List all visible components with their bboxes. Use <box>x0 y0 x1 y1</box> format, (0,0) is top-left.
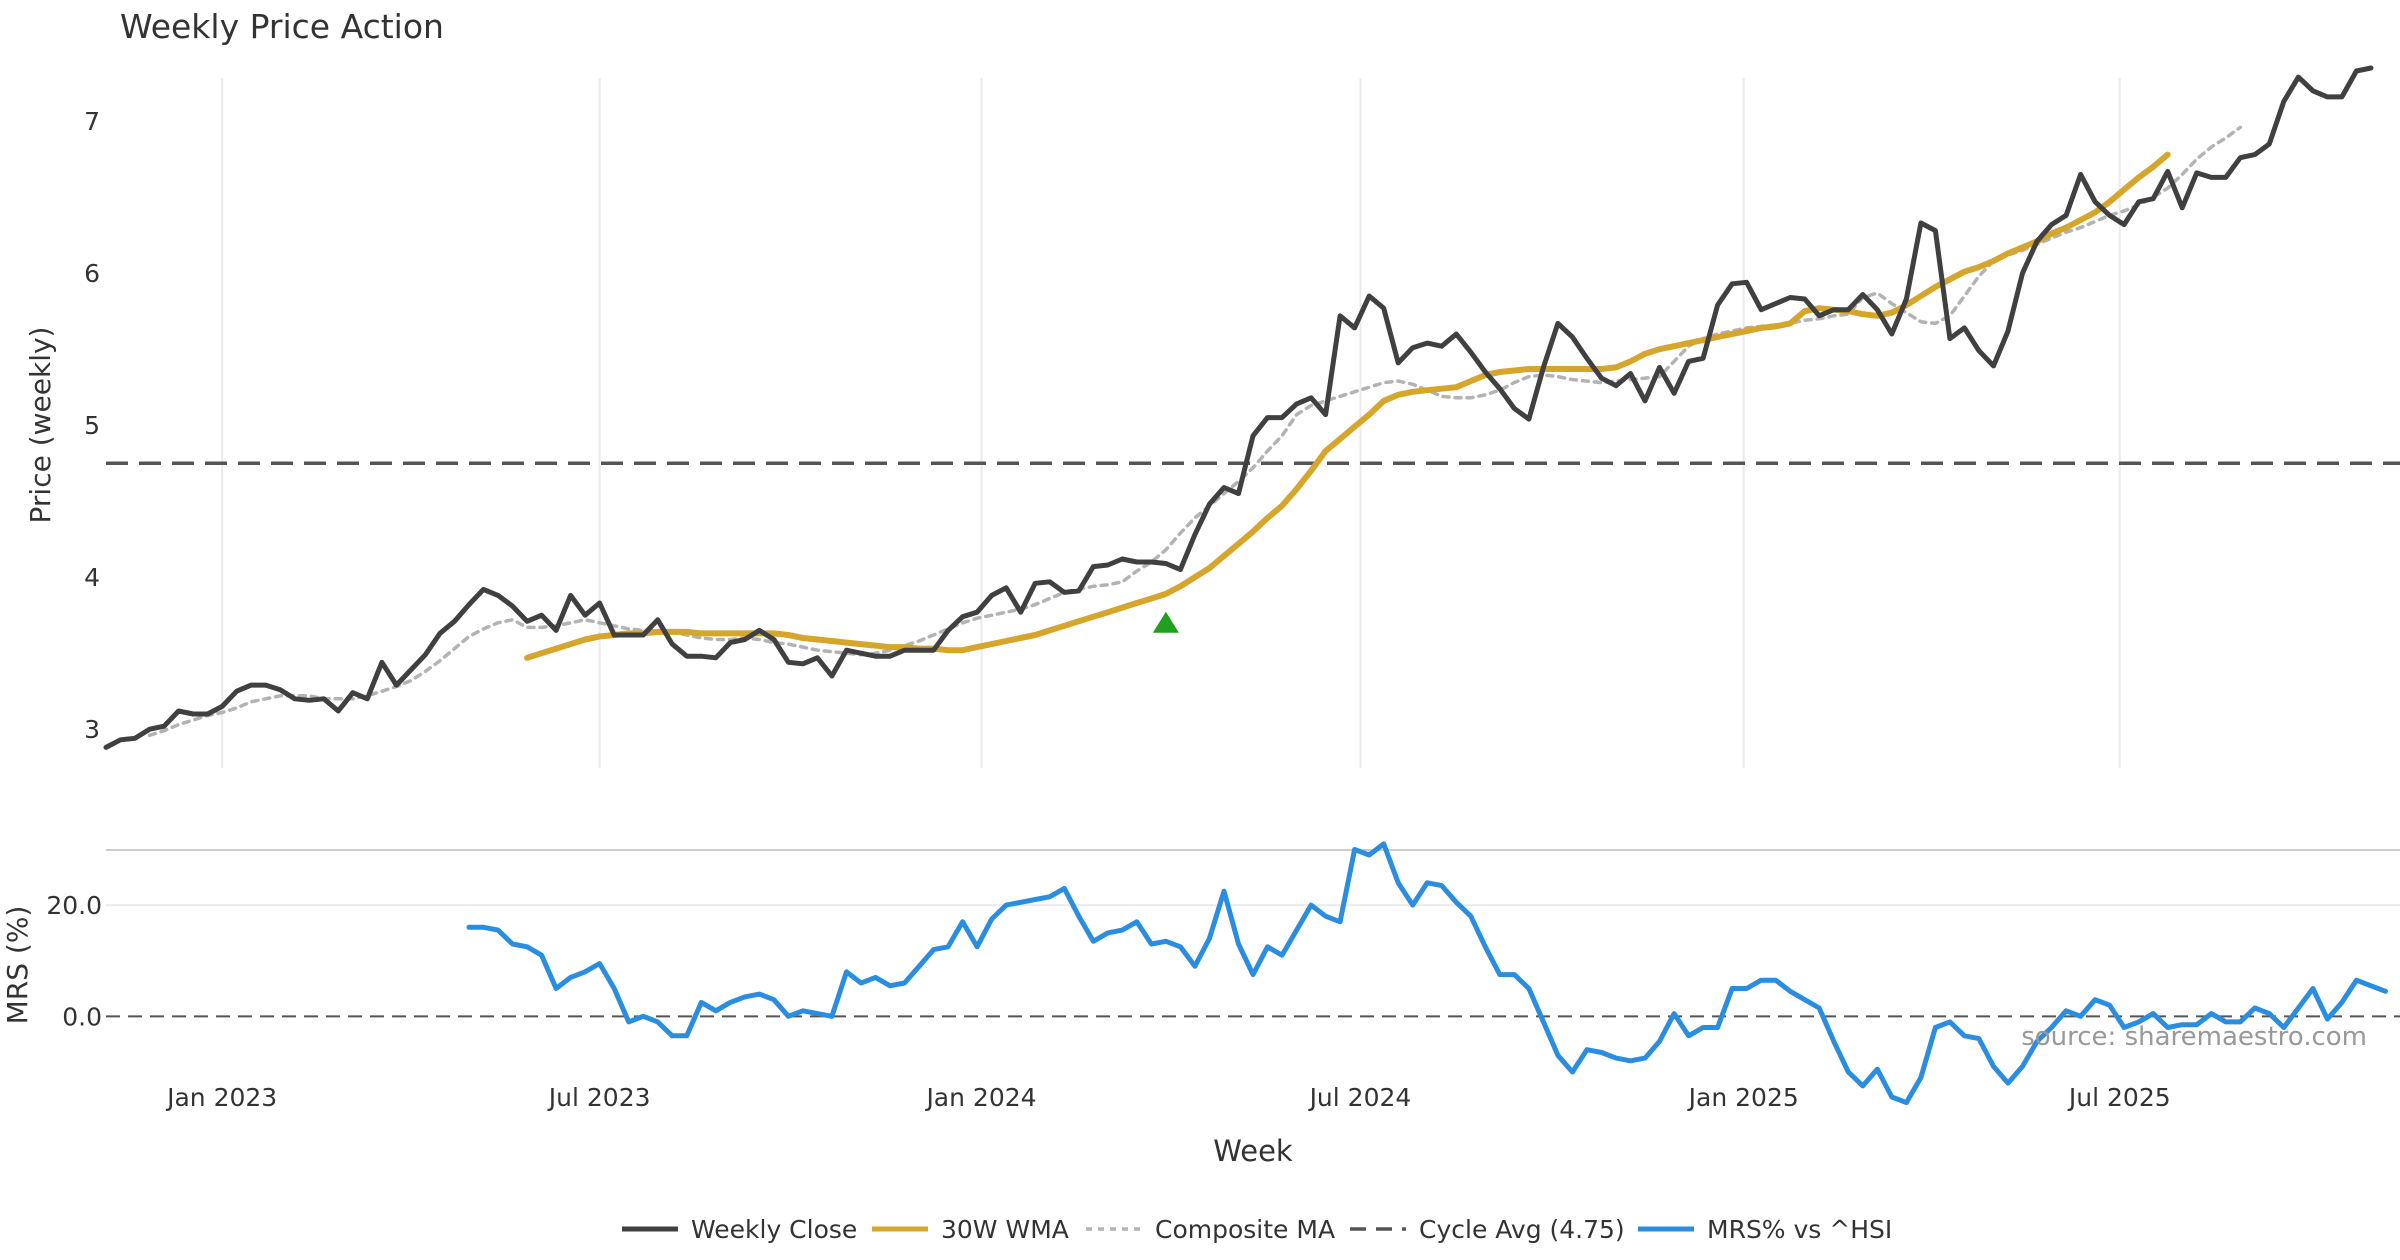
price-y-tick: 7 <box>84 107 100 136</box>
wma-30w-line <box>524 151 2171 661</box>
price-axis-label: Price (weekly) <box>24 327 57 524</box>
price-gridlines <box>221 78 2121 768</box>
x-axis-label: Week <box>1213 1134 1293 1168</box>
weekly-close-line <box>103 65 2374 750</box>
source-watermark: source: sharemaestro.com <box>2021 1022 2367 1052</box>
mrs-line <box>466 841 2388 1106</box>
x-tick: Jul 2023 <box>547 1083 651 1112</box>
legend-item-mrs: MRS% vs ^HSI <box>1638 1215 1892 1244</box>
chart-title: Weekly Price Action <box>120 7 444 46</box>
price-y-tick-labels: 3 4 5 6 7 <box>84 107 100 744</box>
mrs-axis-label: MRS (%) <box>1 906 34 1025</box>
x-tick: Jan 2023 <box>165 1083 277 1112</box>
x-tick: Jul 2025 <box>2067 1083 2171 1112</box>
x-tick: Jan 2025 <box>1687 1083 1799 1112</box>
price-y-tick: 3 <box>84 715 100 744</box>
mrs-y-tick: 20.0 <box>46 891 102 920</box>
legend-label: MRS% vs ^HSI <box>1707 1215 1892 1244</box>
mrs-y-tick-labels: 0.0 20.0 <box>46 891 102 1031</box>
price-y-tick: 6 <box>84 259 100 288</box>
price-y-tick: 5 <box>84 411 100 440</box>
legend-label: Cycle Avg (4.75) <box>1419 1215 1625 1244</box>
legend-item-composite: Composite MA <box>1086 1215 1335 1244</box>
x-tick: Jan 2024 <box>924 1083 1036 1112</box>
legend-label: 30W WMA <box>941 1215 1069 1244</box>
legend: Weekly Close 30W WMA Composite MA Cycle Avg… <box>622 1215 1892 1244</box>
price-y-tick: 4 <box>84 563 100 592</box>
legend-item-wma: 30W WMA <box>872 1215 1069 1244</box>
legend-label: Weekly Close <box>691 1215 857 1244</box>
mrs-series <box>466 841 2388 1106</box>
legend-item-cycle: Cycle Avg (4.75) <box>1350 1215 1625 1244</box>
buy-signal-marker <box>1152 611 1179 633</box>
mrs-y-tick: 0.0 <box>62 1002 102 1031</box>
x-tick-labels: Jan 2023 Jul 2023 Jan 2024 Jul 2024 Jan 2025… <box>165 1083 2171 1112</box>
legend-item-close: Weekly Close <box>622 1215 857 1244</box>
x-tick: Jul 2024 <box>1308 1083 1412 1112</box>
composite-ma-line <box>147 125 2243 738</box>
legend-label: Composite MA <box>1155 1215 1335 1244</box>
price-series <box>103 65 2374 750</box>
